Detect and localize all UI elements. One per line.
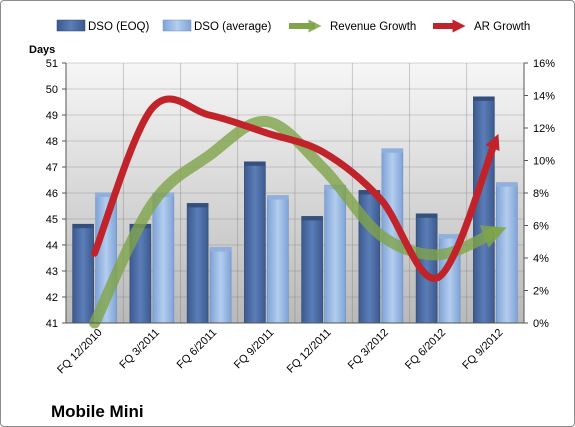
x-tick-label: FQ 12/2011 bbox=[285, 327, 334, 376]
legend-label-dso-eoq: DSO (EOQ) bbox=[88, 21, 150, 33]
x-axis: FQ 12/2010 FQ 3/2011 FQ 6/2011 FQ 9/2011 FQ … bbox=[55, 322, 524, 377]
bar-cap-dso-average bbox=[210, 247, 232, 252]
legend-swatch-dso-eoq bbox=[56, 19, 86, 32]
y-left-axis: 41 42 43 44 45 46 47 48 49 50 51 bbox=[46, 58, 67, 330]
company-name: Mobile Mini bbox=[51, 402, 144, 421]
bar-cap-dso-eoq bbox=[416, 213, 438, 218]
growth-lines bbox=[89, 95, 507, 329]
y-left-tick-label: 45 bbox=[46, 214, 58, 226]
x-tick-label: FQ 3/2012 bbox=[346, 327, 391, 372]
bar-cap-dso-average bbox=[267, 195, 289, 200]
y-right-tick-label: 12% bbox=[533, 123, 555, 135]
x-tick-label: FQ 6/2011 bbox=[175, 327, 220, 372]
bar-cap-dso-eoq bbox=[72, 224, 94, 229]
bar-dso-average bbox=[152, 192, 175, 324]
y-left-tick-label: 41 bbox=[46, 318, 58, 330]
x-tick-label: FQ 6/2012 bbox=[403, 327, 448, 372]
legend-swatch-dso-average bbox=[162, 19, 192, 32]
ar-growth-line bbox=[91, 95, 500, 282]
x-tick-label: FQ 9/2012 bbox=[460, 327, 505, 372]
y-right-tick-label: 10% bbox=[533, 156, 555, 168]
legend-item-revenue-growth: Revenue Growth bbox=[289, 19, 416, 33]
y-left-tick-label: 42 bbox=[46, 292, 58, 304]
bar-cap-dso-average bbox=[439, 234, 461, 239]
bar-dso-eoq bbox=[244, 161, 266, 324]
legend: DSO (EOQ) DSO (average) Revenue Growth A… bbox=[56, 19, 530, 33]
x-tick-label: FQ 3/2011 bbox=[117, 327, 162, 372]
y-left-axis-title: Days bbox=[29, 44, 55, 56]
legend-label-revenue-growth: Revenue Growth bbox=[330, 21, 416, 33]
y-left-tick-label: 49 bbox=[46, 110, 58, 122]
bar-dso-eoq bbox=[301, 216, 323, 324]
bar-dso-eoq bbox=[473, 96, 495, 324]
legend-label-dso-average: DSO (average) bbox=[194, 21, 272, 33]
bar-dso-average bbox=[267, 195, 289, 324]
y-right-tick-label: 4% bbox=[533, 253, 549, 265]
y-right-tick-label: 16% bbox=[533, 58, 555, 70]
bar-cap-dso-eoq bbox=[473, 96, 495, 101]
y-left-tick-label: 50 bbox=[46, 84, 58, 96]
bar-dso-eoq bbox=[72, 223, 94, 324]
legend-item-dso-eoq: DSO (EOQ) bbox=[56, 19, 150, 33]
x-tick-label: FQ 9/2011 bbox=[232, 327, 277, 372]
legend-item-ar-growth: AR Growth bbox=[433, 19, 530, 33]
bar-cap-dso-eoq bbox=[244, 161, 266, 166]
bar-cap-dso-average bbox=[95, 193, 117, 197]
y-right-tick-label: 0% bbox=[533, 318, 549, 330]
bar-cap-dso-average bbox=[496, 182, 518, 187]
bar-dso-average bbox=[324, 184, 346, 324]
y-left-tick-label: 43 bbox=[46, 266, 58, 278]
legend-item-dso-average: DSO (average) bbox=[162, 19, 272, 33]
y-right-tick-label: 8% bbox=[533, 188, 549, 200]
y-right-tick-label: 2% bbox=[533, 286, 549, 298]
x-tick-label: FQ 12/2010 bbox=[55, 327, 105, 377]
bar-cap-dso-eoq bbox=[187, 203, 209, 208]
y-left-tick-label: 51 bbox=[46, 58, 58, 70]
bar-cap-dso-average bbox=[381, 148, 403, 153]
y-right-axis: 0% 2% 4% 6% 8% 10% 12% 14% 16% bbox=[523, 58, 555, 330]
bar-dso-average bbox=[209, 247, 232, 324]
y-left-tick-label: 46 bbox=[46, 188, 58, 200]
bar-dso-eoq bbox=[186, 203, 209, 324]
legend-label-ar-growth: AR Growth bbox=[474, 21, 530, 33]
bar-dso-average bbox=[496, 182, 518, 324]
y-left-tick-label: 48 bbox=[46, 136, 58, 148]
y-left-tick-label: 47 bbox=[46, 162, 58, 174]
bars bbox=[72, 96, 518, 324]
y-left-tick-label: 44 bbox=[46, 240, 58, 252]
y-right-tick-label: 14% bbox=[533, 91, 555, 103]
revenue-growth-line bbox=[89, 115, 507, 329]
y-right-tick-label: 6% bbox=[533, 221, 549, 233]
bar-cap-dso-eoq bbox=[301, 216, 323, 221]
